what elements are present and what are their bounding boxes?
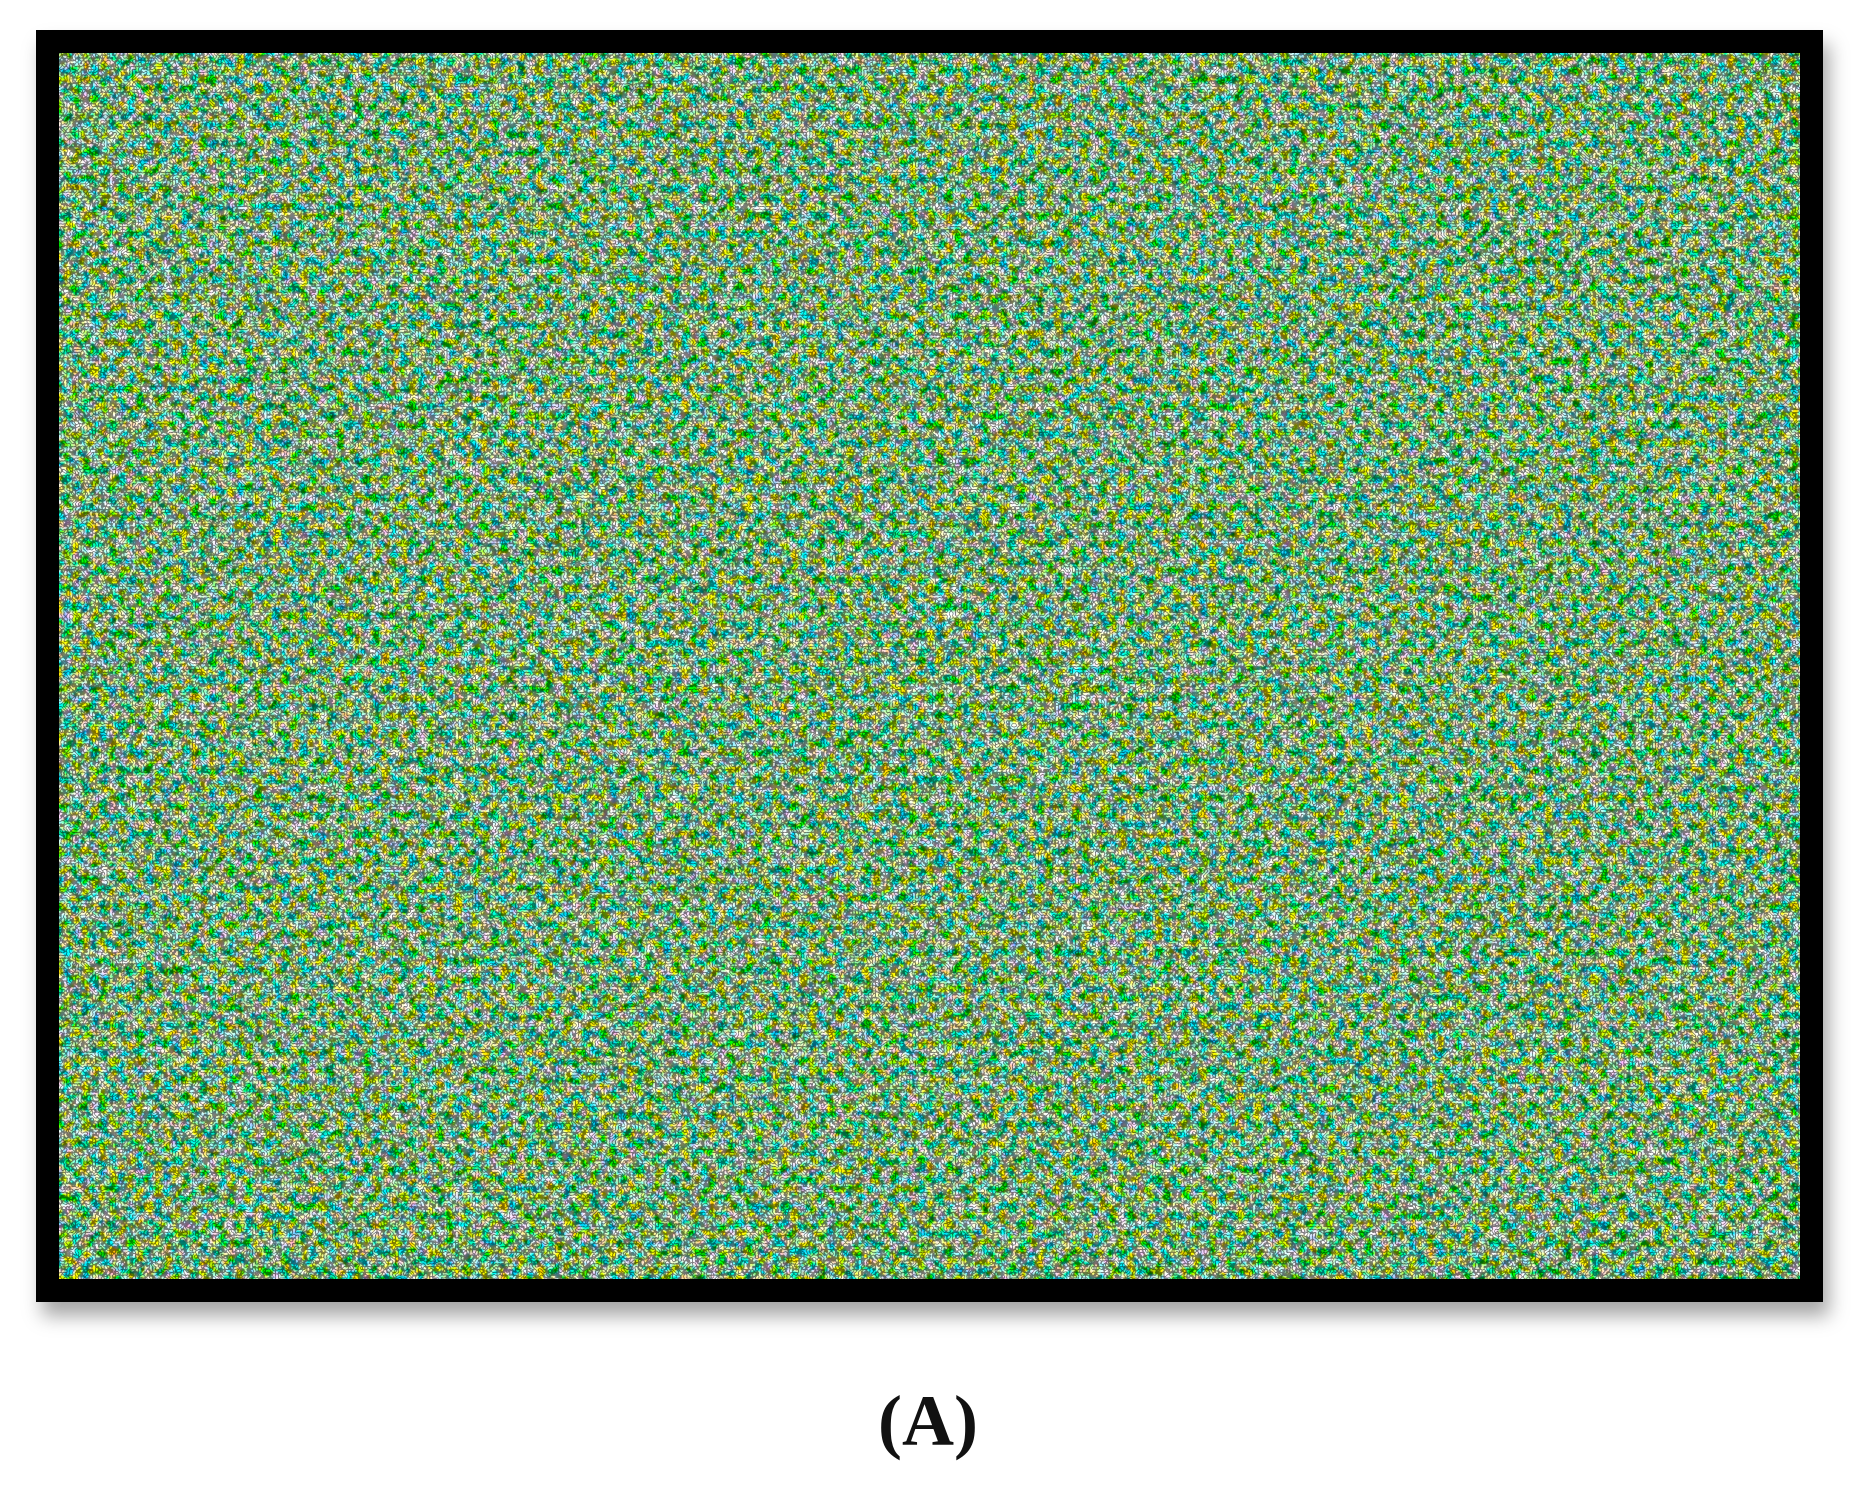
micrograph-frame (36, 30, 1823, 1302)
caption: (A) (878, 1381, 978, 1461)
map-dots (59, 53, 1800, 1279)
